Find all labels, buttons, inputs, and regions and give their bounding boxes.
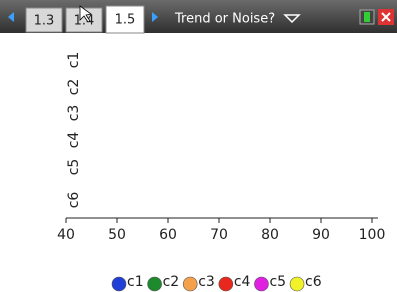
y-category-label: c2	[66, 79, 82, 96]
page: {"tabs": ["1.3", "1.4", "1.5"], "page_ti…	[0, 0, 397, 292]
legend-swatch	[254, 277, 268, 291]
legend-label: c1	[127, 274, 144, 290]
y-category-label: c3	[66, 105, 82, 122]
page-title[interactable]: Trend or Noise?	[174, 12, 275, 27]
legend-swatch	[148, 277, 162, 291]
tab-label: 1.3	[34, 14, 55, 29]
y-category-label: c6	[66, 192, 82, 209]
y-category-label: c5	[66, 159, 82, 176]
battery-level	[364, 12, 370, 22]
legend-label: c4	[234, 274, 251, 290]
y-category-label: c1	[66, 52, 82, 69]
y-category-label: c4	[66, 132, 82, 149]
x-tick-label: 60	[159, 227, 177, 243]
screen: 1.3 1.4 1.5 Trend or Noise? 405060708090…	[0, 0, 397, 292]
x-tick-label: 80	[261, 227, 279, 243]
legend-swatch	[183, 277, 197, 291]
legend-label: c6	[305, 274, 322, 290]
x-tick-label: 50	[108, 227, 126, 243]
legend-swatch	[219, 277, 233, 291]
x-tick-label: 90	[312, 227, 330, 243]
legend-label: c5	[269, 274, 286, 290]
x-tick-label: 70	[210, 227, 228, 243]
legend-label: c3	[198, 274, 215, 290]
legend-label: c2	[163, 274, 180, 290]
legend-swatch	[112, 277, 126, 291]
x-tick-label: 40	[57, 227, 75, 243]
x-tick-label: 100	[359, 227, 386, 243]
tab-label: 1.5	[115, 13, 136, 28]
legend-swatch	[290, 277, 304, 291]
